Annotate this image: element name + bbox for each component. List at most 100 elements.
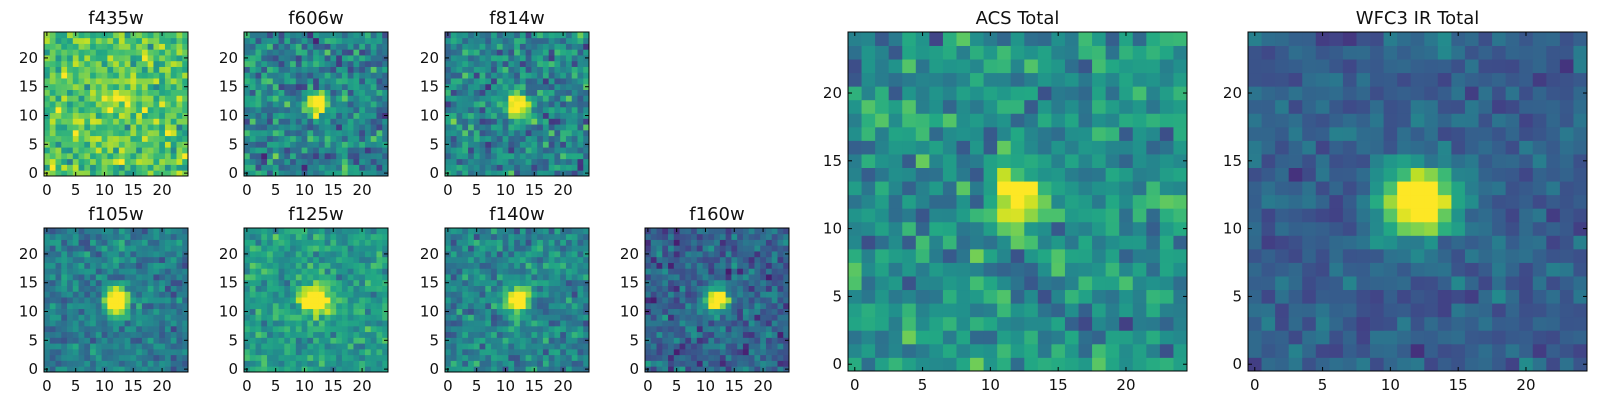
pixel-cell bbox=[696, 291, 703, 298]
pixel-cell bbox=[708, 331, 715, 338]
pixel-cell bbox=[771, 233, 778, 240]
pixel-cell bbox=[324, 262, 331, 269]
pixel-cell bbox=[571, 285, 578, 292]
pixel-cell bbox=[577, 101, 584, 108]
pixel-cell bbox=[514, 320, 521, 327]
pixel-cell bbox=[376, 95, 383, 102]
pixel-cell bbox=[445, 152, 452, 160]
pixel-cell bbox=[244, 343, 251, 350]
pixel-cell bbox=[662, 331, 669, 338]
pixel-cell bbox=[107, 72, 114, 79]
pixel-cell bbox=[182, 228, 189, 235]
pixel-cell bbox=[364, 228, 372, 235]
pixel-cell bbox=[577, 37, 584, 44]
pixel-cell bbox=[771, 274, 778, 281]
pixel-cell bbox=[95, 268, 102, 275]
pixel-cell bbox=[765, 354, 773, 361]
pixel-cell bbox=[468, 233, 475, 240]
pixel-cell bbox=[571, 233, 578, 240]
pixel-cell bbox=[78, 268, 85, 275]
pixel-cell bbox=[1078, 357, 1093, 372]
pixel-cell bbox=[673, 348, 680, 356]
pixel-cell bbox=[760, 262, 767, 269]
pixel-cell bbox=[491, 366, 498, 373]
pixel-cell bbox=[49, 60, 56, 67]
pixel-cell bbox=[84, 89, 91, 96]
pixel-cell bbox=[370, 354, 377, 361]
pixel-cell bbox=[731, 239, 738, 246]
pixel-cell bbox=[249, 251, 256, 258]
pixel-cell bbox=[61, 279, 68, 286]
pixel-cell bbox=[284, 72, 291, 79]
pixel-cell bbox=[176, 291, 183, 298]
pixel-cell bbox=[164, 343, 172, 350]
pixel-cell bbox=[479, 320, 486, 327]
pixel-cell bbox=[136, 274, 143, 281]
pixel-cell bbox=[261, 95, 268, 102]
pixel-cell bbox=[1173, 303, 1188, 318]
pixel-cell bbox=[55, 320, 62, 327]
pixel-cell bbox=[353, 60, 360, 67]
pixel-cell bbox=[72, 95, 79, 102]
pixel-cell bbox=[376, 170, 383, 177]
pixel-cell bbox=[468, 152, 475, 160]
pixel-cell bbox=[479, 32, 486, 39]
pixel-cell bbox=[95, 291, 102, 298]
pixel-cell bbox=[55, 101, 62, 108]
pixel-cell bbox=[491, 256, 498, 263]
pixel-cell bbox=[696, 325, 703, 333]
pixel-cell bbox=[261, 37, 268, 44]
pixel-cell bbox=[113, 152, 120, 160]
pixel-cell bbox=[107, 274, 114, 281]
pixel-cell bbox=[542, 354, 550, 361]
pixel-cell bbox=[113, 331, 120, 338]
pixel-cell bbox=[318, 291, 326, 298]
pixel-cell bbox=[136, 66, 143, 73]
pixel-cell bbox=[771, 325, 778, 333]
pixel-cell bbox=[760, 314, 767, 321]
pixel-cell bbox=[159, 49, 166, 56]
pixel-cell bbox=[783, 285, 790, 292]
pixel-cell bbox=[130, 325, 137, 333]
pixel-cell bbox=[731, 285, 738, 292]
pixel-cell bbox=[1010, 248, 1025, 263]
pixel-cell bbox=[861, 194, 876, 209]
pixel-cell bbox=[147, 55, 154, 62]
pixel-cell bbox=[136, 118, 143, 125]
pixel-cell bbox=[679, 256, 686, 263]
pixel-cell bbox=[731, 343, 738, 350]
pixel-cell bbox=[336, 274, 343, 281]
pixel-cell bbox=[491, 72, 498, 79]
pixel-cell bbox=[708, 297, 715, 304]
pixel-cell bbox=[502, 49, 509, 56]
pixel-cell bbox=[491, 233, 498, 240]
pixel-cell bbox=[307, 124, 314, 131]
pixel-cell bbox=[445, 95, 452, 102]
pixel-cell bbox=[364, 337, 372, 344]
pixel-cell bbox=[55, 129, 62, 137]
pixel-cell bbox=[685, 228, 692, 235]
pixel-cell bbox=[141, 49, 149, 56]
pixel-cell bbox=[284, 129, 291, 137]
pixel-cell bbox=[118, 274, 126, 281]
pixel-cell bbox=[508, 233, 515, 240]
pixel-cell bbox=[278, 325, 285, 333]
pixel-cell bbox=[479, 147, 486, 154]
pixel-cell bbox=[765, 256, 773, 263]
pixel-cell bbox=[696, 251, 703, 258]
pixel-cell bbox=[491, 291, 498, 298]
pixel-cell bbox=[244, 49, 251, 56]
pixel-cell bbox=[55, 233, 62, 240]
pixel-cell bbox=[565, 354, 573, 361]
pixel-cell bbox=[382, 268, 389, 275]
pixel-cell bbox=[861, 154, 876, 168]
pixel-cell bbox=[537, 308, 544, 315]
pixel-cell bbox=[525, 112, 532, 119]
pixel-cell bbox=[554, 256, 561, 263]
pixel-cell bbox=[249, 320, 256, 327]
pixel-cell bbox=[450, 308, 457, 315]
pixel-cell bbox=[255, 135, 262, 142]
pixel-cell bbox=[170, 49, 177, 56]
pixel-cell bbox=[170, 337, 177, 344]
pixel-cell bbox=[725, 343, 732, 350]
